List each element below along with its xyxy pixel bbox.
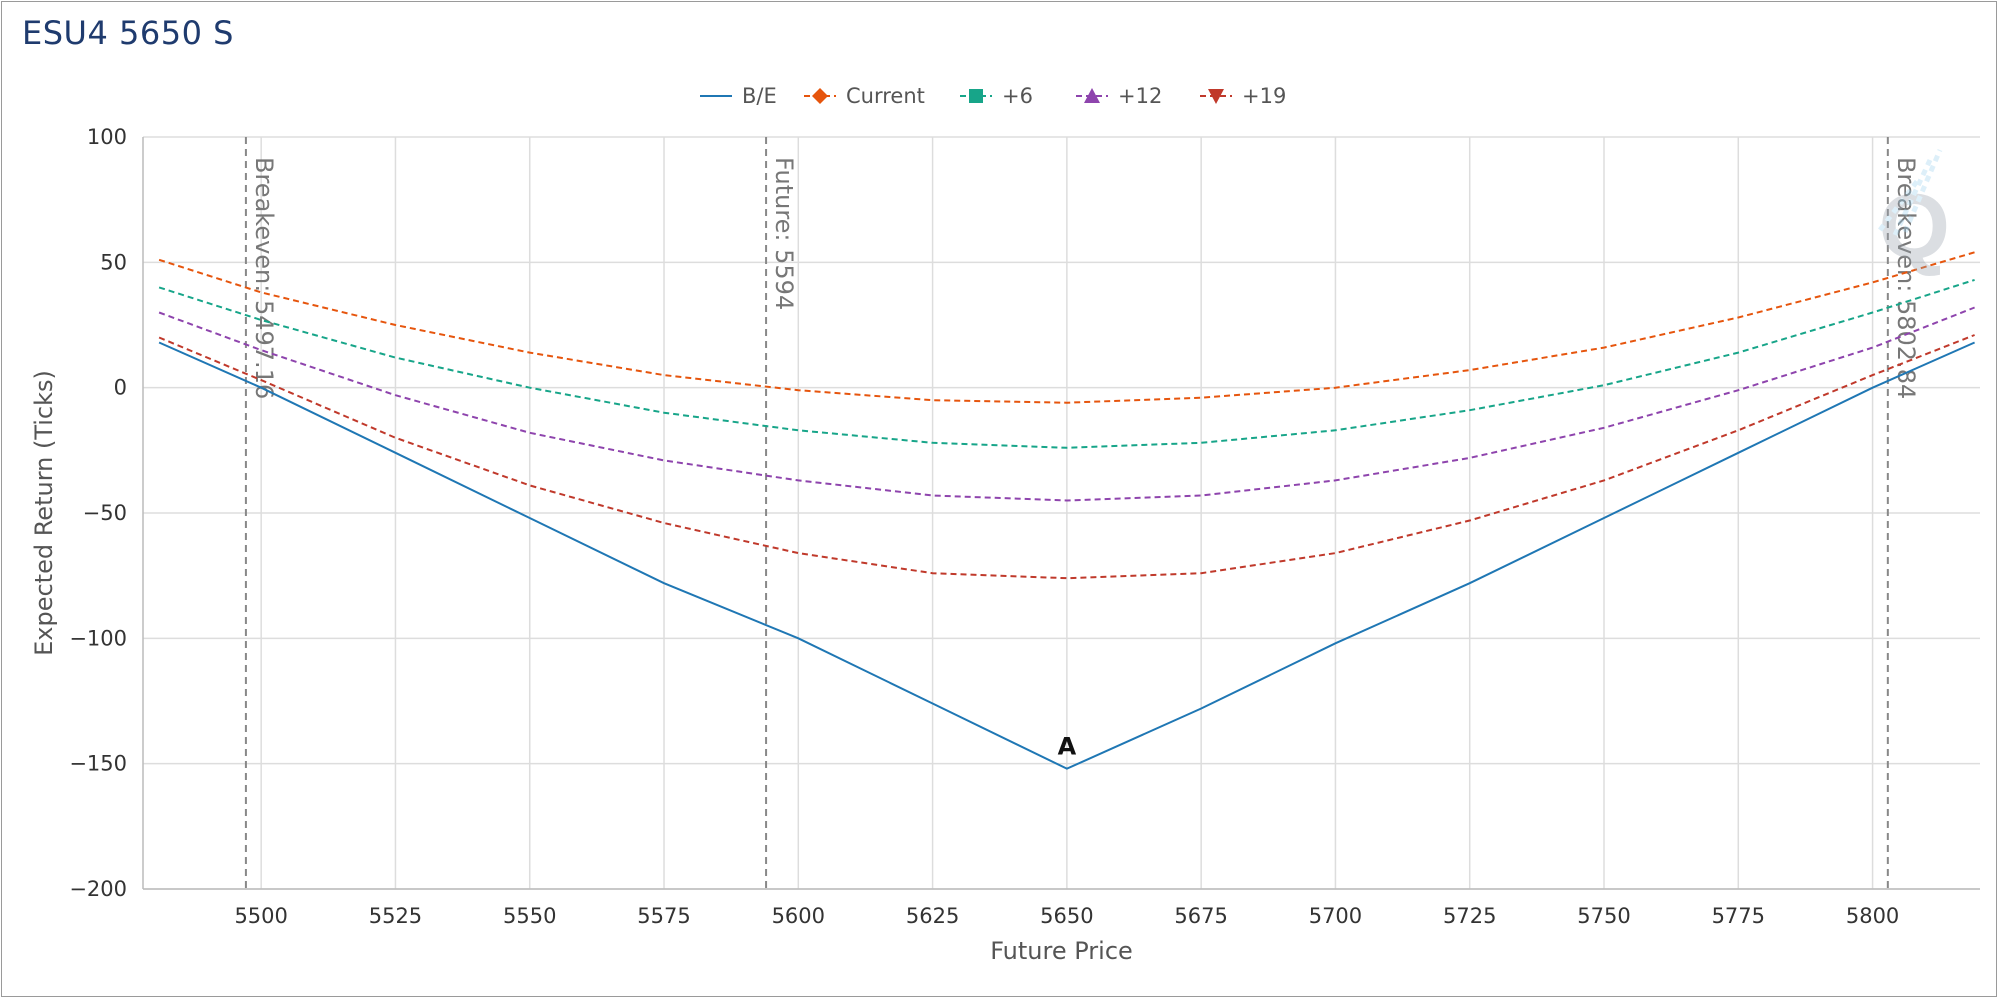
series-line-p12 xyxy=(158,306,1975,502)
series-line-p19 xyxy=(158,334,1975,580)
legend-label: +19 xyxy=(1242,84,1286,108)
y-tick-label: 50 xyxy=(100,250,127,274)
x-tick-label: 5775 xyxy=(1712,904,1765,928)
series-line-be xyxy=(158,341,1976,770)
legend-item-p6[interactable]: +6 xyxy=(960,84,1033,108)
annotations: A xyxy=(1058,733,1077,761)
vertical-marker-label: Breakeven: 5802.84 xyxy=(1892,157,1920,399)
x-tick-label: 5500 xyxy=(234,904,287,928)
y-tick-label: −200 xyxy=(69,877,127,901)
legend-label: +12 xyxy=(1118,84,1162,108)
svg-text:Q: Q xyxy=(1878,176,1950,278)
legend-label: B/E xyxy=(742,84,777,108)
legend-marker xyxy=(1084,88,1100,103)
x-tick-label: 5550 xyxy=(503,904,556,928)
x-tick-label: 5650 xyxy=(1040,904,1093,928)
grid xyxy=(143,136,1980,890)
vertical-markers: Breakeven: 5497.16 Future: 5594 Breakeven:… xyxy=(244,137,1920,889)
x-tick-label: 5750 xyxy=(1577,904,1630,928)
x-tick-label: 5575 xyxy=(637,904,690,928)
watermark-logo: Q xyxy=(1878,149,1950,278)
point-annotation: A xyxy=(1058,733,1077,761)
series-line-p6 xyxy=(158,278,1975,449)
legend-label: Current xyxy=(846,84,925,108)
y-tick-label: −50 xyxy=(83,501,127,525)
series xyxy=(158,251,1976,770)
y-tick-label: −150 xyxy=(69,752,127,776)
legend-marker xyxy=(969,89,983,103)
x-tick-label: 5700 xyxy=(1309,904,1362,928)
x-tick-label: 5725 xyxy=(1443,904,1496,928)
legend-item-p12[interactable]: +12 xyxy=(1076,84,1162,108)
legend-item-p19[interactable]: +19 xyxy=(1200,84,1286,108)
y-tick-label: −100 xyxy=(69,626,127,650)
x-tick-label: 5600 xyxy=(772,904,825,928)
legend-marker xyxy=(1208,89,1224,104)
chart-title: ESU4 5650 S xyxy=(22,14,234,52)
x-axis-title: Future Price xyxy=(990,937,1133,965)
y-tick-label: 0 xyxy=(114,376,127,400)
vertical-marker-label: Future: 5594 xyxy=(770,157,798,310)
x-tick-label: 5625 xyxy=(906,904,959,928)
vertical-marker-label: Breakeven: 5497.16 xyxy=(250,157,278,399)
legend-item-be[interactable]: B/E xyxy=(700,84,777,108)
series-line-current xyxy=(158,251,1975,404)
y-axis-title: Expected Return (Ticks) xyxy=(30,370,58,656)
x-tick-label: 5675 xyxy=(1174,904,1227,928)
y-tick-label: 100 xyxy=(87,125,127,149)
x-tick-label: 5525 xyxy=(369,904,422,928)
legend-label: +6 xyxy=(1002,84,1033,108)
x-tick-label: 5800 xyxy=(1846,904,1899,928)
legend-item-current[interactable]: Current xyxy=(804,84,925,108)
legend[interactable]: B/E Current +6 +12 +19 xyxy=(700,84,1286,108)
axes: 100 50 0 −50 −100 −150 −200 5500 5525 5550 5575 560… xyxy=(30,125,1980,965)
legend-marker xyxy=(812,88,828,104)
